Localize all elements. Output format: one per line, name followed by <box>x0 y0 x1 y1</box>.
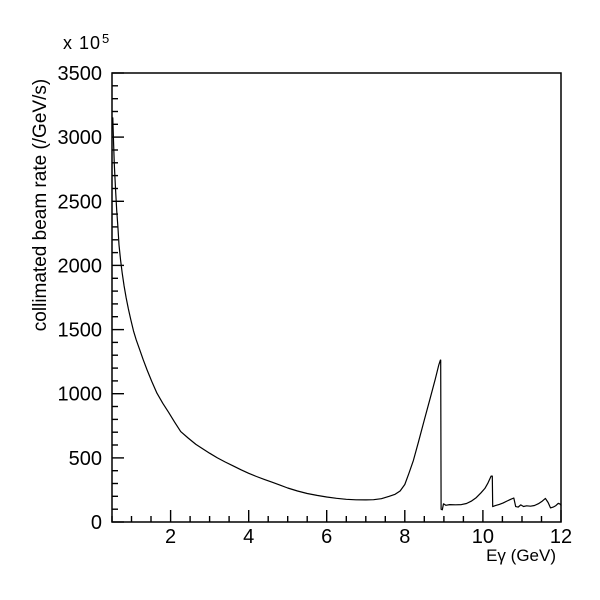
y-axis-multiplier-exponent: 5 <box>102 31 111 46</box>
y-tick-label: 2000 <box>58 255 103 277</box>
y-tick-label: 3500 <box>58 63 103 85</box>
x-tick-label: 2 <box>165 526 176 548</box>
y-axis-multiplier-base: x 10 <box>63 33 102 53</box>
y-tick-label: 1000 <box>58 384 103 406</box>
y-tick-label: 3000 <box>58 127 103 149</box>
x-tick-label: 4 <box>243 526 254 548</box>
y-tick-label: 1500 <box>58 320 103 342</box>
x-axis-title: Eγ (GeV) <box>486 546 556 565</box>
x-tick-label: 10 <box>472 526 494 548</box>
x-tick-label: 12 <box>550 526 572 548</box>
x-tick-label: 8 <box>399 526 410 548</box>
y-tick-label: 500 <box>69 448 102 470</box>
y-axis-multiplier: x 105 <box>63 31 110 54</box>
y-tick-label: 0 <box>91 512 102 534</box>
y-tick-label: 2500 <box>58 191 103 213</box>
beam-rate-curve <box>112 117 562 511</box>
x-tick-label: 6 <box>321 526 332 548</box>
plot-frame <box>111 72 562 523</box>
